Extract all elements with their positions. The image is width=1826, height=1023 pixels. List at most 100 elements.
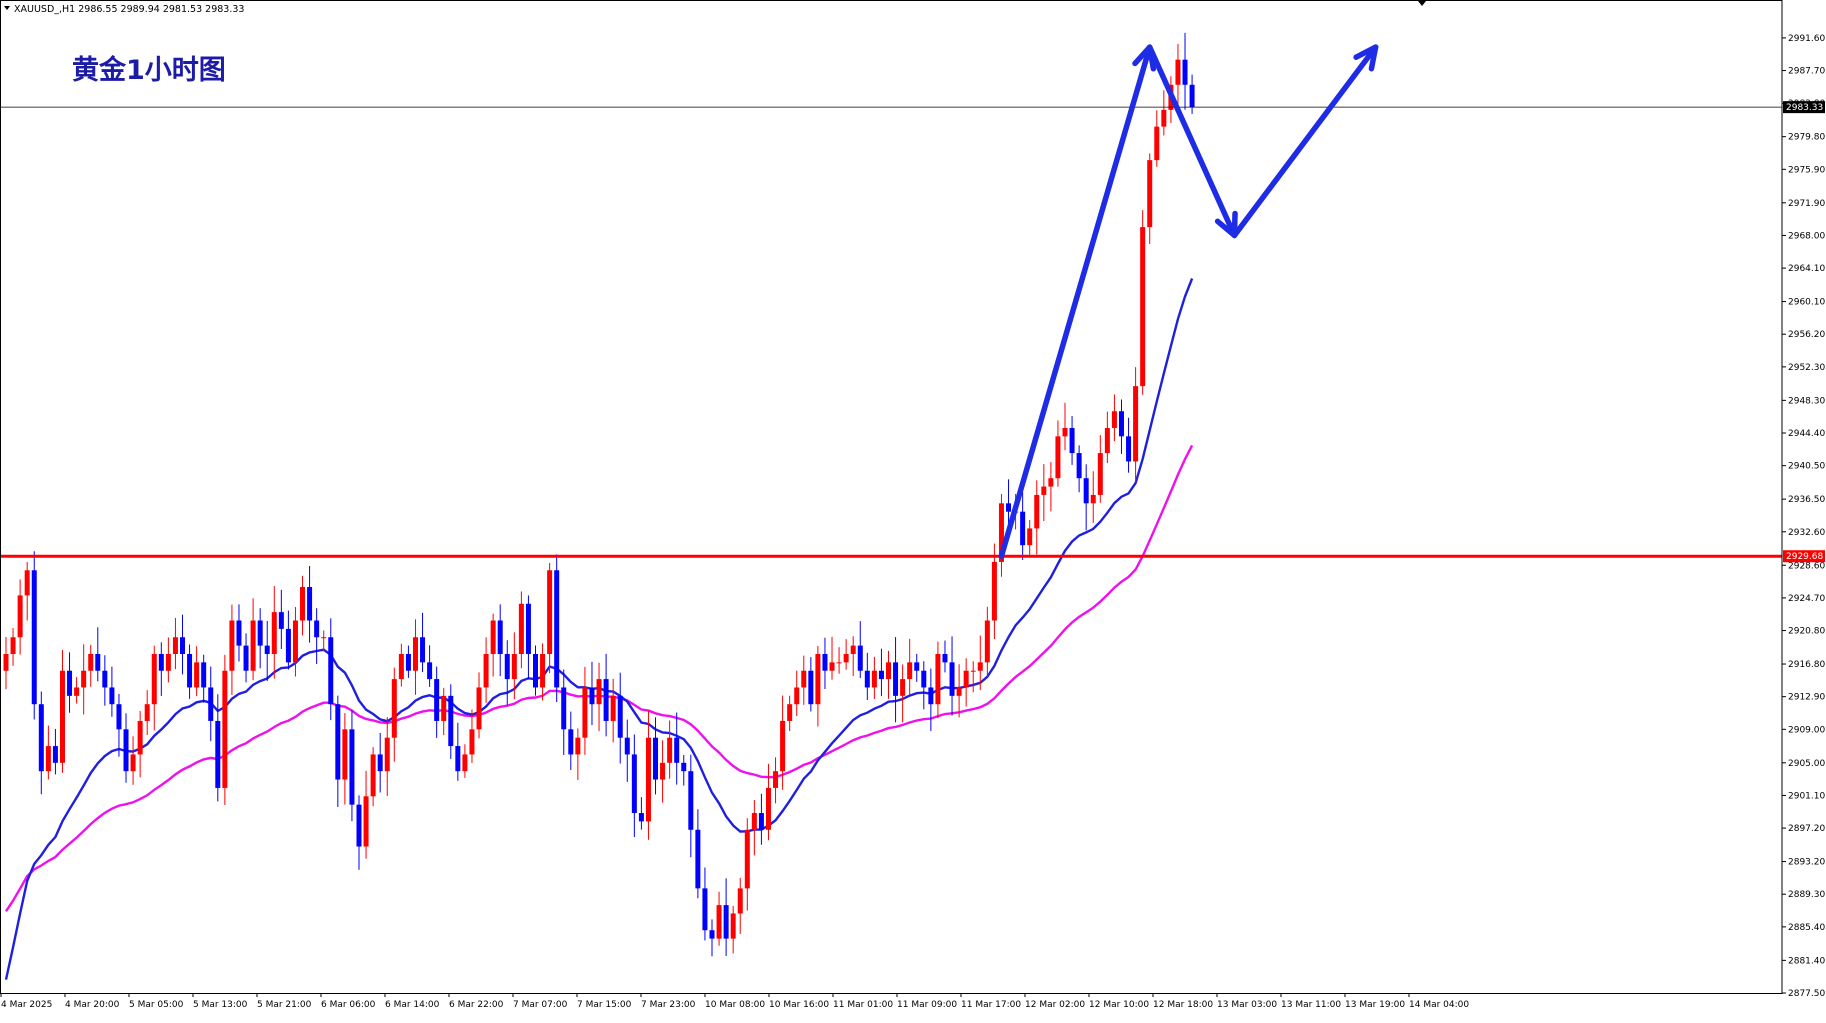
candle-bear <box>942 653 948 663</box>
candle-bear <box>878 670 884 680</box>
candle-bear <box>285 628 291 663</box>
x-tick-label: 13 Mar 03:00 <box>1217 1000 1277 1010</box>
candle-bull <box>144 704 150 721</box>
candle-bear <box>1182 59 1188 85</box>
candle-bear <box>822 653 828 671</box>
candle-bear <box>208 687 214 721</box>
y-tick-label: 2987.70 <box>1788 67 1825 77</box>
candle-bear <box>278 612 284 629</box>
candle-bull <box>130 754 136 772</box>
candle-bear <box>314 620 320 638</box>
y-tick-label: 2991.60 <box>1788 34 1825 44</box>
y-tick-label: 2948.30 <box>1788 396 1825 406</box>
candle-bull <box>716 905 722 939</box>
candle-bull <box>172 637 178 654</box>
candle-bull <box>907 662 913 680</box>
x-tick-label: 12 Mar 10:00 <box>1089 1000 1149 1010</box>
candle-bear <box>377 754 383 772</box>
candle-bear <box>1006 503 1012 512</box>
candle-bear <box>525 603 531 654</box>
candle-bull <box>1111 411 1117 428</box>
candle-bull <box>45 746 51 772</box>
x-tick-label: 11 Mar 09:00 <box>897 1000 957 1010</box>
candle-bear <box>617 695 623 738</box>
x-tick-label: 13 Mar 19:00 <box>1345 1000 1405 1010</box>
candle-bull <box>88 653 94 671</box>
candle-bull <box>469 729 475 755</box>
candle-bear <box>243 645 249 671</box>
candle-bull <box>391 679 397 738</box>
candle-bull <box>271 612 277 654</box>
candle-bull <box>1062 427 1068 437</box>
candle-bull <box>956 687 962 696</box>
candle-bear <box>420 637 426 663</box>
candle-bear <box>1189 84 1195 108</box>
candle-bull <box>137 720 143 755</box>
candle-bear <box>921 670 927 688</box>
candle-bear <box>533 653 538 688</box>
candle-bull <box>970 670 976 672</box>
candle-bear <box>180 637 185 654</box>
support-price-tag-box <box>1783 550 1825 563</box>
candle-bull <box>490 620 496 654</box>
y-tick-label: 2971.90 <box>1788 199 1825 209</box>
candle-bull <box>1027 528 1033 546</box>
candle-bull <box>660 762 666 780</box>
y-tick-label: 2975.90 <box>1788 165 1825 175</box>
x-tick-label: 5 Mar 21:00 <box>257 1000 312 1010</box>
candle-bear <box>631 754 637 814</box>
candle-bear <box>568 729 574 755</box>
ma-fast-line <box>4 278 1194 980</box>
candle-bear <box>504 653 510 680</box>
y-tick-label: 2928.60 <box>1788 561 1825 571</box>
chart-menu-icon[interactable] <box>4 6 10 10</box>
candle-bear <box>1083 478 1089 504</box>
candle-bull <box>462 754 468 772</box>
x-tick-label: 6 Mar 22:00 <box>449 1000 504 1010</box>
candle-bull <box>194 662 200 688</box>
candle-bear <box>31 570 37 705</box>
candle-bear <box>264 645 270 654</box>
candle-bear <box>674 737 680 763</box>
candle-bull <box>751 813 757 830</box>
candle-bull <box>575 737 581 755</box>
y-tick-label: 2920.80 <box>1788 627 1825 637</box>
candle-bear <box>95 653 101 671</box>
candle-bear <box>914 662 920 671</box>
candle-bull <box>900 679 906 696</box>
candle-bull <box>744 829 750 889</box>
candle-bull <box>17 595 23 638</box>
candle-bear <box>158 653 164 671</box>
candle-bull <box>1048 478 1054 487</box>
scroll-marker-icon <box>1418 1 1426 6</box>
candle-bear <box>448 695 454 747</box>
candle-bull <box>1133 386 1139 462</box>
y-tick-label: 2893.20 <box>1788 858 1825 868</box>
candle-bull <box>963 670 969 688</box>
candle-bear <box>307 587 313 621</box>
candle-bear <box>857 645 863 671</box>
candle-bull <box>977 662 983 671</box>
candle-bear <box>434 679 440 721</box>
candle-bull <box>511 653 517 680</box>
candle-bear <box>356 804 362 847</box>
y-tick-label: 2916.80 <box>1788 660 1825 670</box>
candle-bull <box>1034 494 1040 529</box>
candle-bull <box>1097 453 1103 495</box>
x-tick-label: 6 Mar 14:00 <box>385 1000 440 1010</box>
candle-bull <box>229 620 235 671</box>
y-tick-label: 2877.50 <box>1788 989 1825 999</box>
candle-bull <box>363 796 369 847</box>
candle-bear <box>554 570 560 688</box>
candle-bear <box>808 670 814 705</box>
candle-bear <box>681 762 687 772</box>
arrow-head <box>1132 44 1157 72</box>
y-tick-label: 2932.60 <box>1788 528 1825 538</box>
candle-bear <box>603 679 609 721</box>
candle-bull <box>984 620 990 663</box>
candle-bear <box>405 653 411 671</box>
candle-bull <box>1161 109 1167 127</box>
x-tick-label: 6 Mar 06:00 <box>321 1000 376 1010</box>
candle-bull <box>1055 436 1061 479</box>
candle-bull <box>1041 486 1047 495</box>
